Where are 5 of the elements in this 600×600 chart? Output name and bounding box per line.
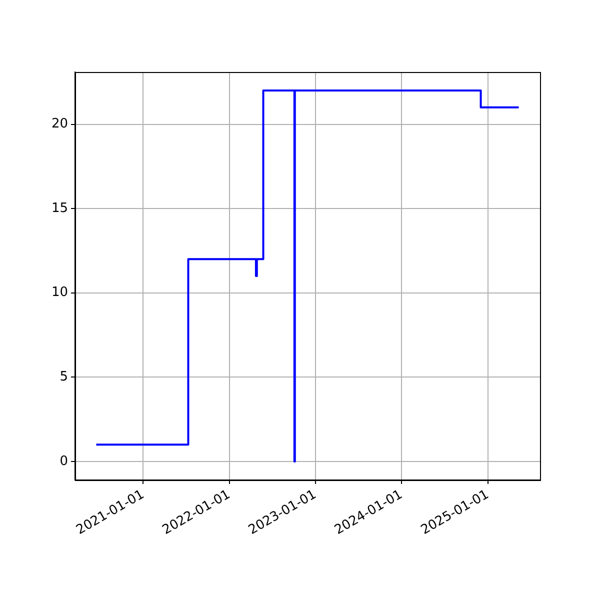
y-tick-label: 0 (60, 454, 68, 469)
y-tick-label: 10 (51, 285, 68, 300)
y-tick-label: 15 (51, 200, 68, 216)
y-tick-label: 20 (51, 116, 68, 132)
y-tick-label: 5 (60, 370, 68, 385)
